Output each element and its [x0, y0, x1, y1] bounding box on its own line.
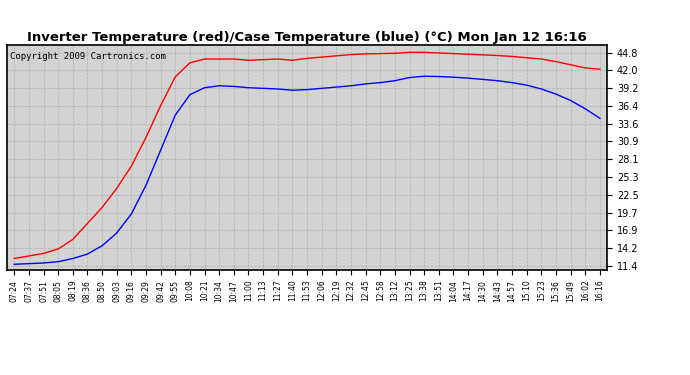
Title: Inverter Temperature (red)/Case Temperature (blue) (°C) Mon Jan 12 16:16: Inverter Temperature (red)/Case Temperat… — [27, 31, 587, 44]
Text: Copyright 2009 Cartronics.com: Copyright 2009 Cartronics.com — [10, 52, 166, 61]
